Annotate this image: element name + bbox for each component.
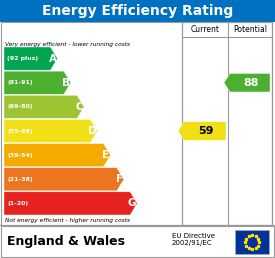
Text: D: D xyxy=(88,126,96,136)
Text: G: G xyxy=(128,198,136,208)
Bar xyxy=(0,225,275,258)
Text: Not energy efficient - higher running costs: Not energy efficient - higher running co… xyxy=(5,218,130,223)
Polygon shape xyxy=(178,122,226,140)
Polygon shape xyxy=(4,119,97,143)
Text: Potential: Potential xyxy=(233,25,267,34)
Text: (69-80): (69-80) xyxy=(7,104,32,109)
Text: Energy Efficiency Rating: Energy Efficiency Rating xyxy=(42,4,233,18)
Polygon shape xyxy=(4,168,124,191)
Polygon shape xyxy=(224,74,270,92)
Text: (81-91): (81-91) xyxy=(7,80,33,85)
Text: C: C xyxy=(75,102,83,112)
Bar xyxy=(1,226,274,257)
Text: F: F xyxy=(116,174,123,184)
Bar xyxy=(1,22,272,225)
Text: E: E xyxy=(103,150,110,160)
Text: 59: 59 xyxy=(198,126,214,136)
Text: (55-68): (55-68) xyxy=(7,128,33,133)
Text: England & Wales: England & Wales xyxy=(7,235,125,248)
Text: EU Directive
2002/91/EC: EU Directive 2002/91/EC xyxy=(172,232,215,246)
Polygon shape xyxy=(4,192,137,215)
Polygon shape xyxy=(4,143,111,167)
Polygon shape xyxy=(4,47,57,70)
Text: (92 plus): (92 plus) xyxy=(7,56,38,61)
Polygon shape xyxy=(4,71,71,94)
Text: A: A xyxy=(48,54,56,63)
Text: (1-20): (1-20) xyxy=(7,201,28,206)
Text: Very energy efficient - lower running costs: Very energy efficient - lower running co… xyxy=(5,42,130,47)
Bar xyxy=(235,230,269,254)
Text: (21-38): (21-38) xyxy=(7,177,33,182)
Polygon shape xyxy=(4,95,84,118)
Bar xyxy=(182,22,272,225)
Text: 88: 88 xyxy=(243,78,259,88)
Text: Current: Current xyxy=(191,25,219,34)
Bar xyxy=(0,0,275,22)
Text: (39-54): (39-54) xyxy=(7,153,33,158)
Text: B: B xyxy=(62,78,70,88)
